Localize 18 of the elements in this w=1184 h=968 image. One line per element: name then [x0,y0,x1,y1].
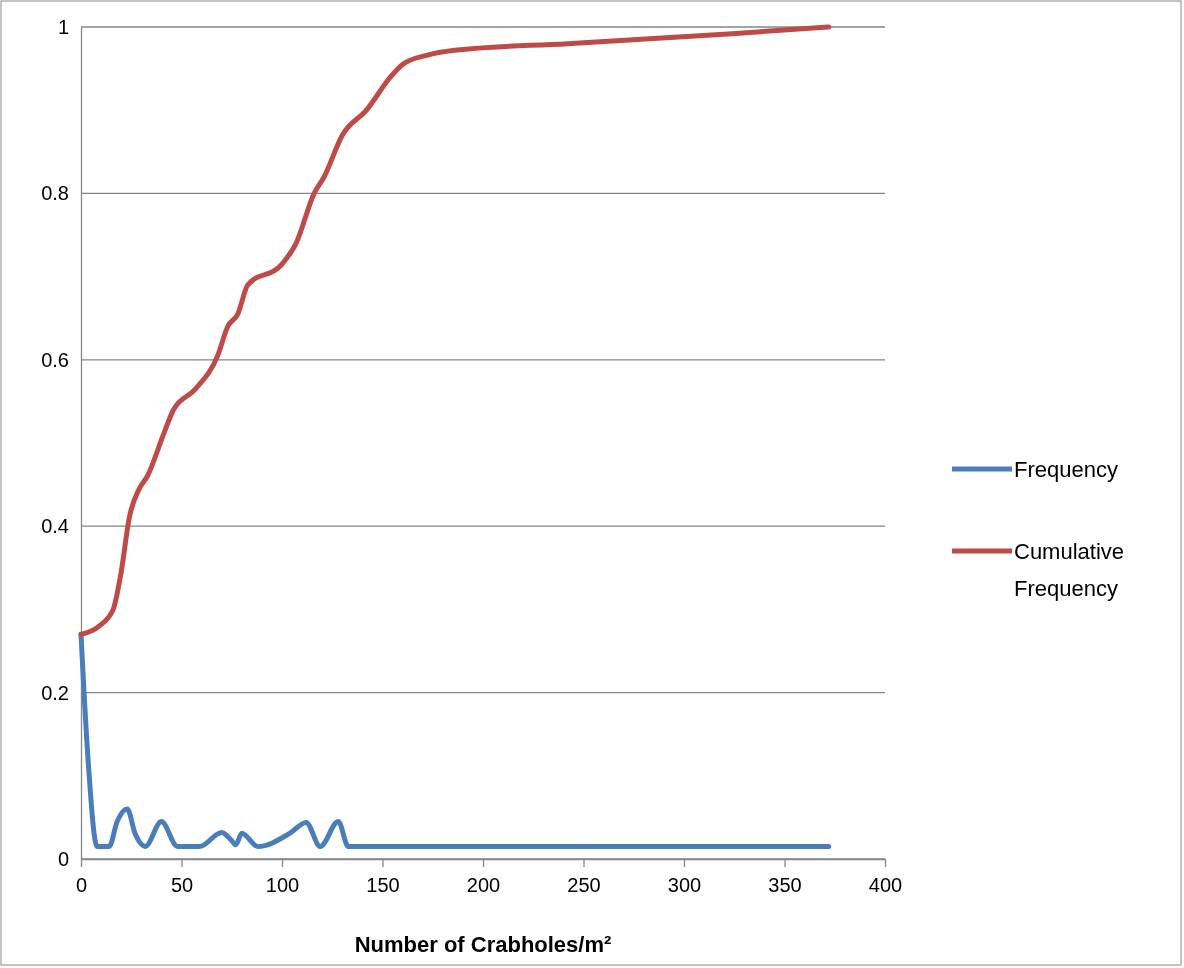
x-tick-label: 100 [265,874,300,896]
x-tick-label: 350 [768,874,802,896]
y-tick-label: 0.8 [41,182,69,205]
legend-label: Cumulative Frequency [1014,539,1125,602]
y-tick-label: 1 [57,15,69,38]
x-tick-label: 0 [75,874,88,896]
x-tick-label: 200 [466,874,501,896]
y-tick-label: 0.6 [41,348,69,371]
x-axis-title: Number of Crabholes/m² [354,932,612,957]
x-tick-label: 250 [567,874,601,896]
x-tick-label: 300 [667,874,702,896]
x-tick-label: 50 [170,874,194,896]
legend-label: Frequency [1014,457,1118,482]
y-tick-label: 0.2 [41,681,69,704]
y-tick-label: 0 [57,847,69,870]
x-tick-label: 400 [868,874,903,896]
x-tick-label: 150 [366,874,400,896]
y-tick-label: 0.4 [41,515,69,538]
